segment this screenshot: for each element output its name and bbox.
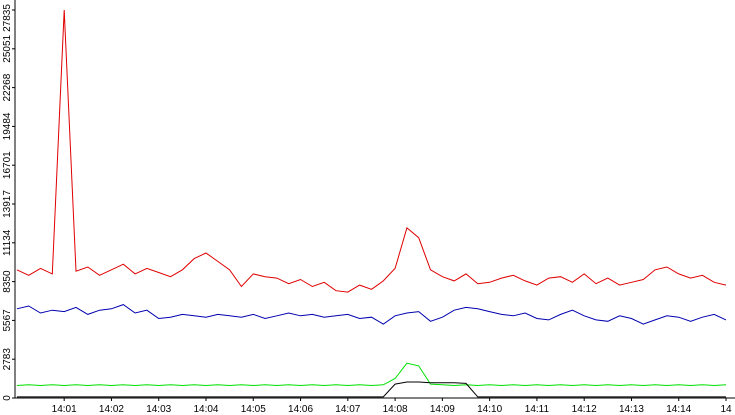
series-line [16,362,727,387]
x-tick-label: 14:12 [572,404,597,415]
y-tick-label: 5567 [2,309,13,332]
y-tick-label: 27835 [2,4,13,32]
series-line [16,304,727,325]
x-tick-label: 14 [720,404,732,415]
x-tick-label: 14:04 [193,404,218,415]
x-tick-label: 14:08 [383,404,408,415]
y-tick-label: 8350 [2,270,13,293]
series-line [16,381,726,398]
series-line [16,9,727,293]
x-tick-label: 14:09 [430,404,455,415]
x-tick-label: 14:03 [146,404,171,415]
x-tick-label: 14:11 [525,404,550,415]
y-tick-label: 13917 [2,190,13,218]
y-tick-label: 16701 [2,151,13,179]
y-tick-label: 11134 [2,229,13,256]
y-tick-label: 25051 [2,34,13,62]
x-tick-label: 14:01 [52,404,77,415]
x-tick-label: 14:10 [477,404,502,415]
x-tick-label: 14:14 [666,404,691,415]
y-tick-label: 0 [2,395,13,401]
x-tick-label: 14:05 [241,404,266,415]
x-tick-label: 14:13 [619,404,644,415]
y-tick-label: 22268 [2,73,13,101]
x-tick-label: 14:07 [335,404,360,415]
y-tick-label: 19484 [2,112,13,140]
y-tick-label: 2783 [2,348,13,371]
x-tick-label: 14:02 [99,404,124,415]
x-tick-label: 14:06 [288,404,313,415]
